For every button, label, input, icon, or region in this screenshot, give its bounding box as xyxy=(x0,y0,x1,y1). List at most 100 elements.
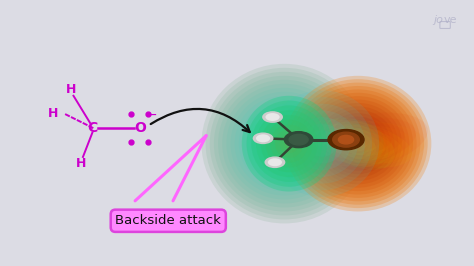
Text: jo: jo xyxy=(433,15,443,25)
Ellipse shape xyxy=(346,139,370,149)
Ellipse shape xyxy=(337,124,379,163)
Ellipse shape xyxy=(343,130,373,157)
Ellipse shape xyxy=(280,140,289,148)
Ellipse shape xyxy=(275,129,303,158)
Ellipse shape xyxy=(321,118,395,170)
Ellipse shape xyxy=(290,120,426,167)
Ellipse shape xyxy=(303,93,413,194)
Ellipse shape xyxy=(350,137,365,151)
Ellipse shape xyxy=(243,104,326,184)
Ellipse shape xyxy=(310,99,406,188)
Ellipse shape xyxy=(201,64,367,223)
Ellipse shape xyxy=(313,128,403,159)
Circle shape xyxy=(265,113,280,121)
Ellipse shape xyxy=(314,103,402,184)
Ellipse shape xyxy=(222,84,346,203)
Ellipse shape xyxy=(246,101,332,187)
Ellipse shape xyxy=(332,120,383,167)
Ellipse shape xyxy=(288,113,428,175)
Ellipse shape xyxy=(354,140,362,147)
Ellipse shape xyxy=(346,135,370,152)
Ellipse shape xyxy=(308,130,337,157)
Ellipse shape xyxy=(270,124,308,163)
Ellipse shape xyxy=(318,106,398,181)
Ellipse shape xyxy=(259,120,309,168)
Ellipse shape xyxy=(276,136,292,152)
Ellipse shape xyxy=(287,110,358,177)
Text: C: C xyxy=(87,121,98,135)
Ellipse shape xyxy=(226,88,342,200)
Ellipse shape xyxy=(214,76,355,211)
Ellipse shape xyxy=(311,123,404,164)
Ellipse shape xyxy=(251,105,327,182)
Ellipse shape xyxy=(255,116,313,172)
Ellipse shape xyxy=(206,68,363,219)
Ellipse shape xyxy=(324,132,392,155)
Ellipse shape xyxy=(346,140,369,147)
Text: H: H xyxy=(48,107,59,119)
Ellipse shape xyxy=(292,82,424,205)
Ellipse shape xyxy=(301,124,414,163)
Ellipse shape xyxy=(210,72,359,215)
Ellipse shape xyxy=(315,137,329,150)
Ellipse shape xyxy=(261,115,318,172)
Ellipse shape xyxy=(273,97,372,190)
Circle shape xyxy=(264,156,285,168)
Text: H: H xyxy=(75,157,86,170)
Ellipse shape xyxy=(284,76,431,211)
Ellipse shape xyxy=(242,96,337,192)
Circle shape xyxy=(333,132,359,147)
Ellipse shape xyxy=(341,128,375,160)
Ellipse shape xyxy=(352,139,364,148)
Ellipse shape xyxy=(247,108,322,180)
Text: −: − xyxy=(147,110,157,120)
Ellipse shape xyxy=(239,100,330,188)
Ellipse shape xyxy=(354,140,362,148)
Ellipse shape xyxy=(295,86,420,201)
Ellipse shape xyxy=(339,131,376,157)
Ellipse shape xyxy=(265,90,379,197)
Circle shape xyxy=(253,132,273,144)
Text: ve: ve xyxy=(444,15,457,25)
Ellipse shape xyxy=(340,136,376,152)
Circle shape xyxy=(338,135,354,144)
Ellipse shape xyxy=(301,124,344,164)
Ellipse shape xyxy=(312,123,403,164)
Text: H: H xyxy=(66,83,76,95)
Ellipse shape xyxy=(294,117,351,170)
Circle shape xyxy=(268,158,282,166)
Circle shape xyxy=(284,132,313,148)
Ellipse shape xyxy=(280,134,299,153)
Ellipse shape xyxy=(230,92,338,196)
Ellipse shape xyxy=(332,120,383,167)
Ellipse shape xyxy=(256,110,322,177)
Ellipse shape xyxy=(321,110,394,178)
Circle shape xyxy=(289,134,308,145)
Ellipse shape xyxy=(349,136,366,152)
Ellipse shape xyxy=(284,139,294,148)
Text: Backside attack: Backside attack xyxy=(115,214,221,227)
Ellipse shape xyxy=(331,132,385,156)
Ellipse shape xyxy=(300,118,416,169)
Ellipse shape xyxy=(336,123,380,164)
Ellipse shape xyxy=(299,89,417,198)
Ellipse shape xyxy=(251,112,318,176)
Circle shape xyxy=(328,130,364,150)
Ellipse shape xyxy=(323,128,393,159)
Ellipse shape xyxy=(325,113,391,174)
Ellipse shape xyxy=(280,104,365,184)
Ellipse shape xyxy=(333,126,383,161)
Ellipse shape xyxy=(347,134,369,154)
Ellipse shape xyxy=(264,124,305,164)
Ellipse shape xyxy=(322,128,394,160)
Ellipse shape xyxy=(335,136,381,151)
Ellipse shape xyxy=(339,127,376,161)
Text: O: O xyxy=(134,121,146,135)
Ellipse shape xyxy=(218,80,351,207)
Ellipse shape xyxy=(345,132,371,156)
Ellipse shape xyxy=(327,122,389,165)
Ellipse shape xyxy=(349,140,367,148)
Ellipse shape xyxy=(288,79,428,208)
Ellipse shape xyxy=(335,133,381,154)
Ellipse shape xyxy=(235,96,334,192)
